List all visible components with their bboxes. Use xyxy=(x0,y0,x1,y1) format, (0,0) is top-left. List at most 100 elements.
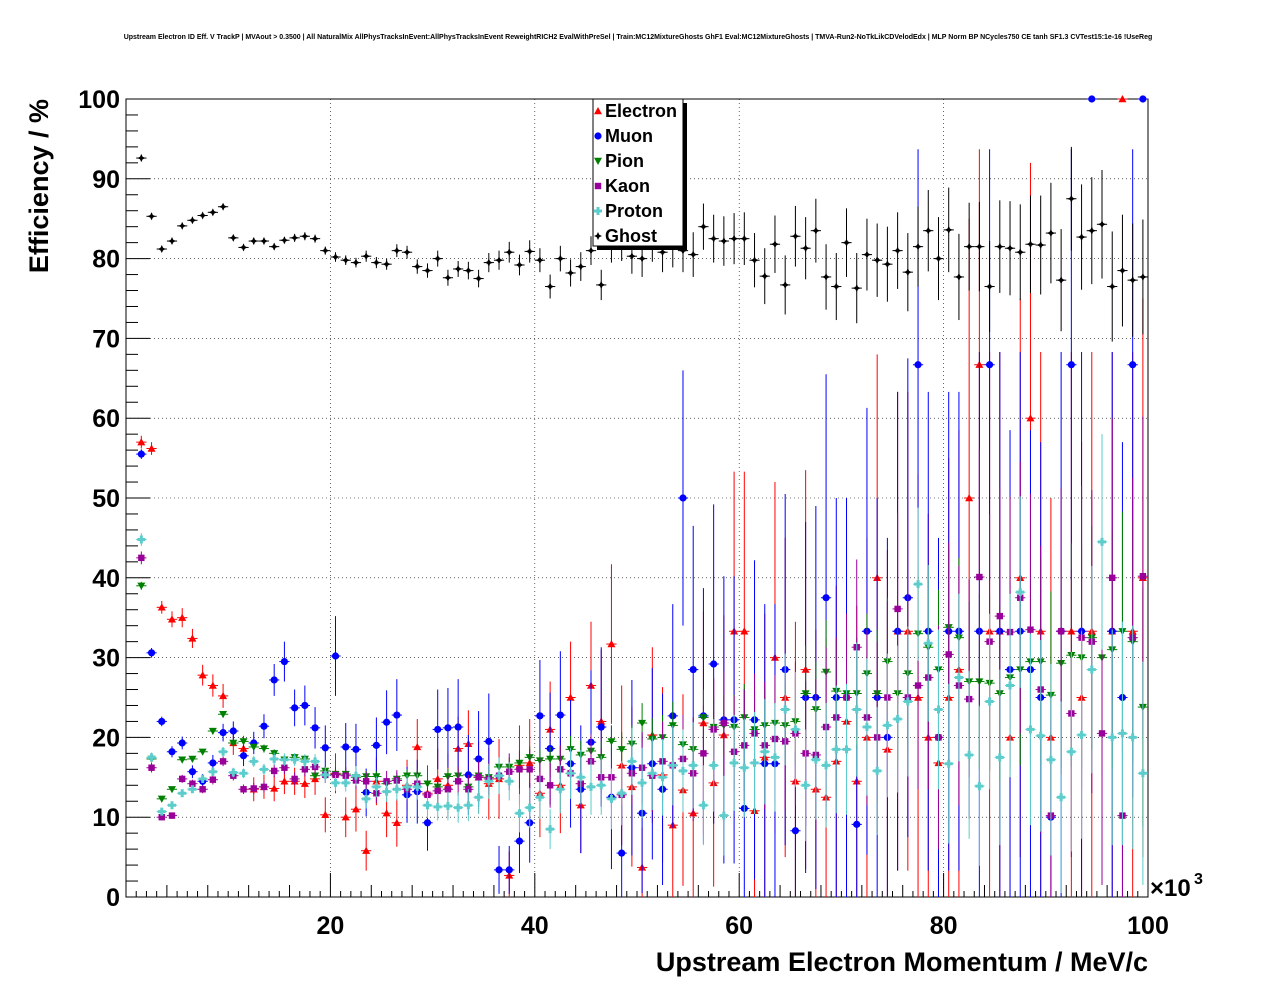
legend: Electron Muon Pion Kaon Proton Ghost xyxy=(592,98,687,250)
data-point xyxy=(1067,361,1075,369)
data-point xyxy=(270,784,279,792)
data-point xyxy=(1057,276,1066,285)
data-point xyxy=(311,724,319,732)
data-point xyxy=(1129,361,1137,369)
data-point xyxy=(658,773,667,782)
data-point xyxy=(138,554,145,562)
data-point xyxy=(965,494,974,502)
data-point xyxy=(801,781,810,790)
data-point xyxy=(985,697,994,706)
data-point xyxy=(158,814,165,821)
data-point xyxy=(341,813,350,821)
data-point xyxy=(148,764,155,771)
data-point xyxy=(832,745,841,754)
data-point xyxy=(1077,731,1086,740)
data-point xyxy=(638,719,647,728)
data-point xyxy=(147,212,156,221)
data-point xyxy=(546,282,555,291)
y-tick-label: 0 xyxy=(106,884,120,912)
data-point xyxy=(1016,588,1025,597)
data-point xyxy=(862,250,871,259)
data-point xyxy=(965,242,974,251)
data-point xyxy=(137,438,146,446)
data-point xyxy=(903,268,912,277)
data-point xyxy=(209,776,217,783)
data-point xyxy=(382,787,391,796)
data-point xyxy=(259,237,268,246)
data-point xyxy=(535,256,544,265)
data-point xyxy=(484,258,493,267)
data-point xyxy=(546,755,555,763)
data-point xyxy=(249,757,258,766)
data-point xyxy=(678,766,687,775)
data-point xyxy=(750,256,759,265)
data-point xyxy=(198,774,207,783)
data-point xyxy=(157,807,166,816)
data-point xyxy=(1108,733,1117,742)
data-point xyxy=(944,759,953,768)
data-point xyxy=(515,809,524,818)
data-point xyxy=(208,681,217,689)
data-point xyxy=(719,237,728,246)
data-point xyxy=(495,256,504,265)
data-point xyxy=(229,739,238,747)
data-point xyxy=(178,221,187,230)
data-point xyxy=(239,738,248,746)
data-point xyxy=(566,769,575,778)
data-point xyxy=(413,742,422,751)
data-point xyxy=(168,748,176,756)
data-point xyxy=(147,753,156,762)
data-point xyxy=(393,711,401,719)
data-point xyxy=(1026,414,1035,422)
data-point xyxy=(668,761,677,770)
data-point xyxy=(137,450,145,458)
data-point xyxy=(587,782,596,791)
legend-marker-proton xyxy=(594,207,602,215)
data-point xyxy=(985,282,994,291)
data-point xyxy=(301,701,309,710)
data-point xyxy=(167,237,176,246)
data-point xyxy=(474,793,483,802)
data-point xyxy=(281,764,288,771)
data-point xyxy=(495,866,503,874)
data-point xyxy=(454,723,462,731)
y-tick-label: 50 xyxy=(92,485,120,513)
data-point xyxy=(975,242,984,251)
data-point xyxy=(638,254,647,263)
legend-label-muon: Muon xyxy=(605,126,653,146)
data-point xyxy=(1057,628,1065,635)
data-point xyxy=(270,242,279,251)
data-point xyxy=(474,274,483,283)
data-point xyxy=(954,673,963,682)
legend-marker-muon xyxy=(594,132,602,140)
data-point xyxy=(862,723,871,732)
data-point xyxy=(392,246,401,255)
data-point xyxy=(505,248,514,257)
data-point xyxy=(893,246,902,255)
data-point xyxy=(1139,573,1147,580)
data-point xyxy=(1109,574,1116,581)
data-point xyxy=(566,268,575,277)
data-point xyxy=(975,782,984,791)
data-point xyxy=(321,810,330,819)
data-point xyxy=(781,280,790,289)
data-point xyxy=(270,676,278,684)
data-point xyxy=(219,711,228,719)
legend-marker-pion xyxy=(594,157,602,165)
legend-marker-ghost xyxy=(594,232,602,240)
data-point xyxy=(597,723,605,731)
data-point xyxy=(413,262,422,271)
data-point xyxy=(198,671,207,679)
data-point xyxy=(464,801,473,810)
data-point xyxy=(250,785,257,792)
data-point xyxy=(576,773,585,782)
data-point xyxy=(1046,755,1055,764)
data-point xyxy=(454,803,463,812)
y-tick-label: 20 xyxy=(92,724,120,752)
data-point xyxy=(965,750,974,759)
data-point xyxy=(137,535,146,544)
data-point xyxy=(525,803,534,812)
data-point xyxy=(822,761,831,770)
data-point xyxy=(403,248,412,257)
data-point xyxy=(280,236,289,245)
